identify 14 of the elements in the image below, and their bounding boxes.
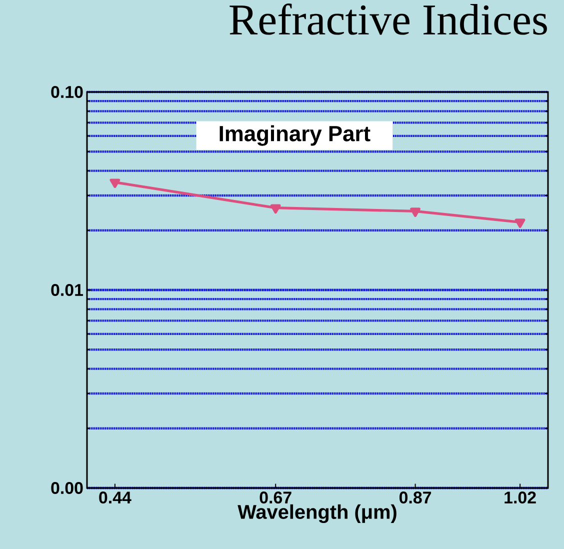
point — [110, 178, 120, 188]
annotation: Imaginary Part — [220, 125, 370, 146]
x-tick-label: 0.67 — [260, 492, 292, 504]
point — [270, 204, 281, 214]
x-tick-label: 0.44 — [99, 492, 132, 504]
y-tick-label: 0.01 — [51, 284, 84, 296]
point — [410, 208, 420, 217]
y-tick-label: 0.10 — [51, 86, 83, 98]
x-axis-title: Wavelength (μm) — [238, 504, 396, 524]
point — [514, 218, 526, 228]
x-tick-label: 0.87 — [399, 492, 432, 504]
chart-title: Refractive Indices — [230, 4, 547, 35]
x-tick-label: 1.02 — [504, 492, 536, 504]
y-tick-label: 0.00 — [51, 482, 83, 494]
